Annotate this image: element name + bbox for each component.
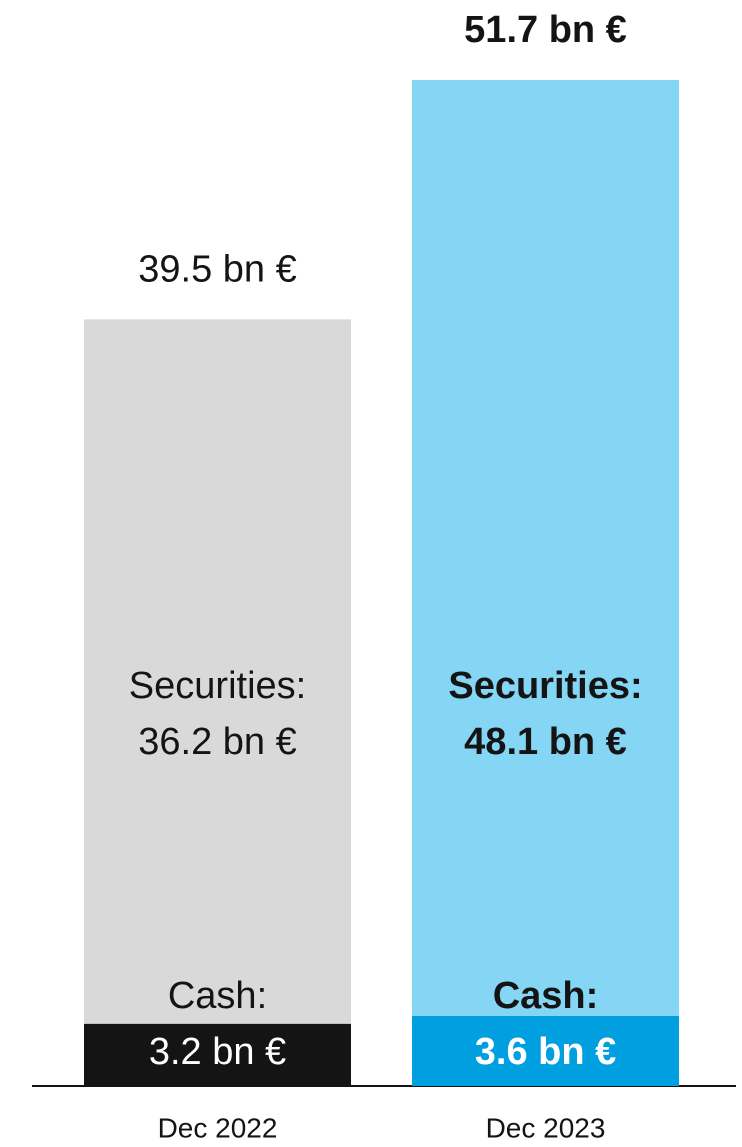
x-tick-label: Dec 2023 <box>486 1112 606 1143</box>
total-label: 51.7 bn € <box>464 9 627 51</box>
value-label: 48.1 bn € <box>464 721 627 763</box>
series-label: Cash: <box>168 975 267 1017</box>
value-label: 3.2 bn € <box>149 1031 286 1073</box>
series-label: Cash: <box>493 975 599 1017</box>
bar-segment <box>412 80 679 1016</box>
value-label: 3.6 bn € <box>475 1031 617 1073</box>
bar-segment <box>84 319 351 1024</box>
x-tick-label: Dec 2022 <box>158 1112 278 1143</box>
bar-segment <box>84 1023 351 1086</box>
value-label: 36.2 bn € <box>138 721 296 763</box>
series-label: Securities: <box>129 665 306 707</box>
total-label: 39.5 bn € <box>138 248 296 290</box>
series-label: Securities: <box>448 665 642 707</box>
bar-segment <box>412 1015 679 1086</box>
